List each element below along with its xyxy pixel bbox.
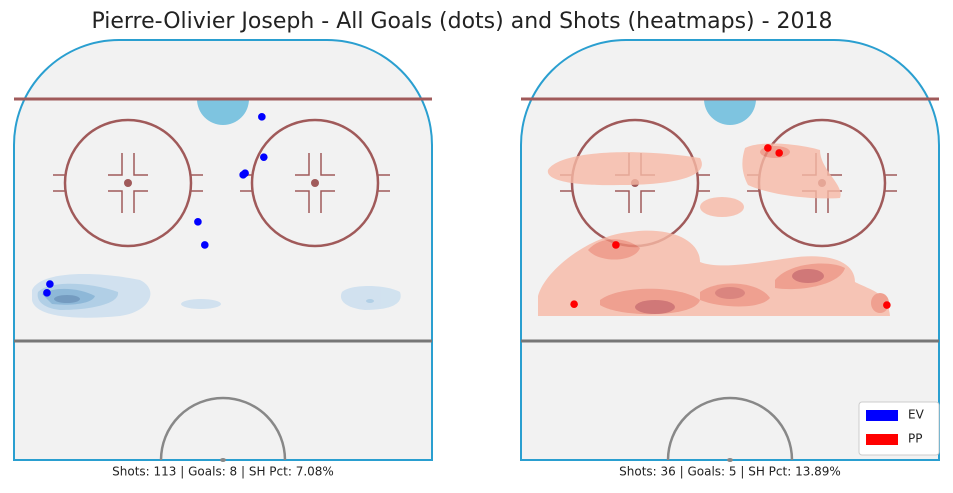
center-circle [159,396,287,461]
goal-dot [883,301,891,309]
faceoff-dot [124,179,132,187]
hash-mark [133,190,148,213]
goal-dot [260,153,268,161]
rink-outline [520,39,940,461]
goal-dot [775,149,783,157]
rink-outline [13,39,433,461]
hash-mark [108,153,123,176]
center-dot [727,458,733,462]
goal-dot [46,280,54,288]
goal-dot [612,241,620,249]
goal-dot [764,144,772,152]
goal-dot [570,300,578,308]
rink [13,39,433,462]
hash-mark [615,190,630,213]
legend-label: EV [908,408,925,422]
hash-mark [295,153,310,176]
hash-mark [640,190,655,213]
faceoff-circle [63,118,193,248]
legend-box [858,401,940,456]
hash-mark [320,190,335,213]
chart-title: Pierre-Olivier Joseph - All Goals (dots)… [91,9,832,34]
legend: EV PP [866,408,925,446]
legend-label: PP [908,432,922,446]
center-circle [666,396,794,461]
goal-dot [239,171,247,179]
hash-mark [133,153,148,176]
caption: Shots: 113 | Goals: 8 | SH Pct: 7.08% [112,465,334,479]
goal-dot [258,113,266,121]
heatmap [538,143,890,316]
goal-dot [43,289,51,297]
goal-dot [201,241,209,249]
goal-dot [194,218,202,226]
legend-swatch [866,410,898,421]
rinks [13,39,940,462]
caption: Shots: 36 | Goals: 5 | SH Pct: 13.89% [619,465,841,479]
heatmap [32,274,401,318]
legend-swatch [866,434,898,445]
goal-crease [197,99,249,125]
goal-crease [704,99,756,125]
hash-mark [320,153,335,176]
hash-mark [295,190,310,213]
center-dot [220,458,226,462]
goals [43,113,891,309]
hash-mark [108,190,123,213]
faceoff-circle [250,118,380,248]
faceoff-dot [311,179,319,187]
